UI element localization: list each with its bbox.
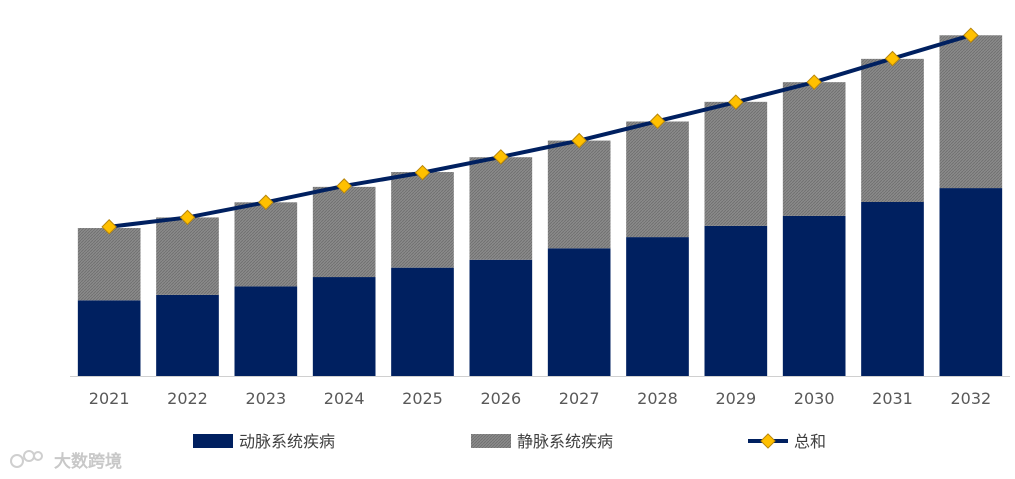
legend-swatch-arterial <box>193 434 233 448</box>
bars-layer <box>77 35 1003 376</box>
bar-arterial-2028 <box>626 237 689 376</box>
bar-venous-2027 <box>547 140 611 249</box>
bar-venous-2026 <box>469 157 533 260</box>
bar-venous-2031 <box>861 58 924 202</box>
bar-venous-2022 <box>156 217 219 295</box>
total-marker-2022 <box>179 209 196 226</box>
x-tick-label-2032: 2032 <box>950 389 991 408</box>
bar-venous-2028 <box>626 121 689 238</box>
x-tick-label-2026: 2026 <box>480 389 521 408</box>
total-line <box>108 33 972 229</box>
total-marker-2031 <box>884 50 901 67</box>
bar-venous-2024 <box>312 186 376 278</box>
x-tick-label-2025: 2025 <box>402 389 443 408</box>
bar-arterial-2032 <box>939 188 1003 376</box>
watermark: 大数跨境 <box>10 450 122 472</box>
x-tick-label-2027: 2027 <box>559 389 600 408</box>
bar-arterial-2029 <box>704 225 768 376</box>
x-tick-label-2021: 2021 <box>89 389 130 408</box>
legend: 动脉系统疾病 静脉系统疾病 总和 <box>193 432 826 451</box>
x-tick-label-2031: 2031 <box>872 389 913 408</box>
x-tick-label-2028: 2028 <box>637 389 678 408</box>
total-marker-2023 <box>258 194 274 211</box>
x-tick-label-2022: 2022 <box>167 389 208 408</box>
x-tick-labels: 2021 2022 2023 2024 2025 2026 2027 2028 2029 2030… <box>89 389 991 408</box>
bar-venous-2030 <box>782 82 846 216</box>
legend-label-arterial: 动脉系统疾病 <box>239 432 335 451</box>
total-marker-2025 <box>414 164 431 181</box>
x-tick-label-2029: 2029 <box>715 389 756 408</box>
total-marker-2027 <box>571 132 587 149</box>
bar-venous-2029 <box>704 101 768 226</box>
total-marker-2028 <box>649 113 666 129</box>
total-line-layer <box>101 27 979 235</box>
bar-venous-2023 <box>234 202 298 287</box>
watermark-logo-icon <box>10 450 43 468</box>
x-tick-label-2024: 2024 <box>324 389 365 408</box>
bar-arterial-2026 <box>469 259 533 376</box>
legend-marker-total <box>760 433 776 449</box>
legend-label-total: 总和 <box>794 432 826 451</box>
bar-arterial-2031 <box>861 202 924 376</box>
total-marker-2021 <box>101 219 117 235</box>
bar-arterial-2024 <box>312 277 376 376</box>
total-marker-2029 <box>728 94 744 110</box>
legend-swatch-venous <box>471 434 511 448</box>
legend-label-venous: 静脉系统疾病 <box>517 432 613 451</box>
total-marker-2032 <box>963 27 979 44</box>
watermark-text: 大数跨境 <box>54 451 122 472</box>
bar-arterial-2021 <box>77 300 141 376</box>
bar-arterial-2030 <box>782 215 846 376</box>
bar-arterial-2023 <box>234 286 298 376</box>
bar-arterial-2027 <box>547 248 611 376</box>
x-tick-label-2030: 2030 <box>794 389 835 408</box>
total-marker-2026 <box>493 149 509 165</box>
bar-venous-2032 <box>939 35 1003 189</box>
legend-item-total: 总和 <box>748 432 826 451</box>
legend-item-arterial: 动脉系统疾病 <box>193 432 335 451</box>
bar-arterial-2022 <box>156 294 219 376</box>
bar-venous-2025 <box>391 172 454 268</box>
x-tick-label-2023: 2023 <box>245 389 286 408</box>
bar-arterial-2025 <box>391 267 454 376</box>
bar-venous-2021 <box>77 228 141 301</box>
total-marker-2030 <box>806 74 822 90</box>
legend-item-venous: 静脉系统疾病 <box>471 432 613 451</box>
total-marker-2024 <box>336 178 352 194</box>
